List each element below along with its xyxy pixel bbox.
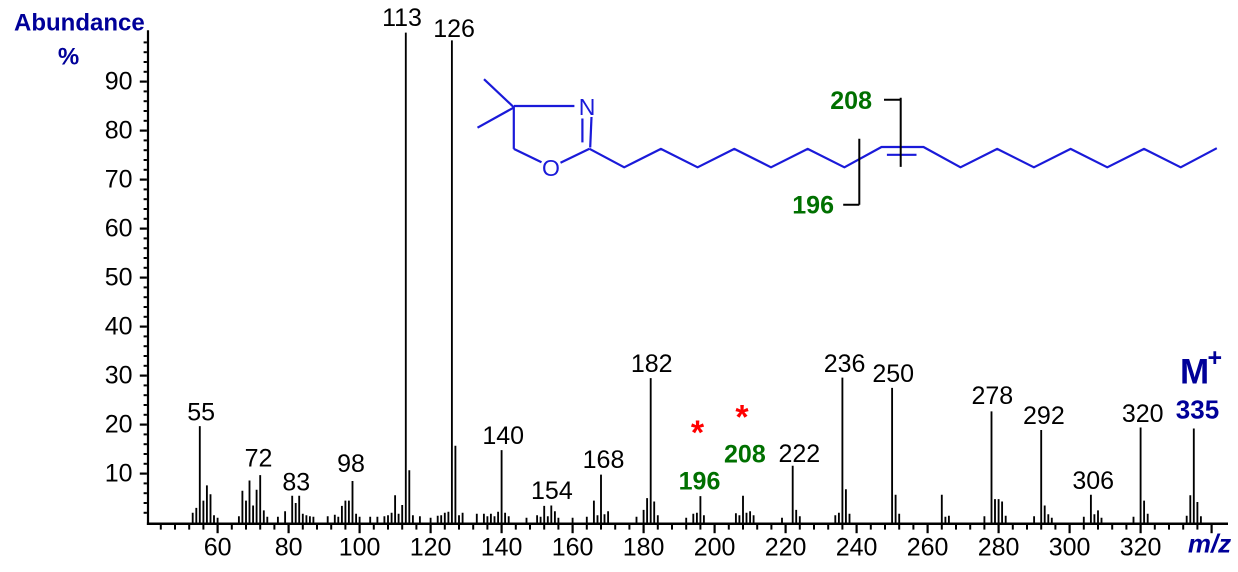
svg-text:222: 222 bbox=[778, 440, 820, 468]
svg-text:*: * bbox=[735, 399, 749, 437]
svg-text:m/z: m/z bbox=[1188, 529, 1231, 559]
svg-text:98: 98 bbox=[337, 450, 365, 478]
svg-text:83: 83 bbox=[282, 469, 310, 497]
svg-text:180: 180 bbox=[623, 534, 665, 562]
svg-text:M: M bbox=[1180, 353, 1209, 392]
svg-text:90: 90 bbox=[105, 68, 133, 96]
svg-text:320: 320 bbox=[1120, 534, 1162, 562]
svg-text:250: 250 bbox=[872, 360, 914, 388]
svg-text:200: 200 bbox=[694, 534, 736, 562]
svg-text:278: 278 bbox=[971, 382, 1013, 410]
svg-text:140: 140 bbox=[482, 422, 524, 450]
svg-text:20: 20 bbox=[105, 411, 133, 439]
svg-text:320: 320 bbox=[1122, 400, 1164, 428]
svg-text:160: 160 bbox=[552, 534, 594, 562]
svg-text:220: 220 bbox=[765, 534, 807, 562]
svg-text:196: 196 bbox=[792, 192, 834, 220]
svg-text:%: % bbox=[58, 44, 79, 71]
svg-text:196: 196 bbox=[679, 467, 721, 495]
svg-text:30: 30 bbox=[105, 362, 133, 390]
svg-text:80: 80 bbox=[105, 117, 133, 145]
svg-text:208: 208 bbox=[724, 440, 766, 468]
svg-text:113: 113 bbox=[382, 4, 422, 32]
svg-text:168: 168 bbox=[583, 446, 625, 474]
svg-text:70: 70 bbox=[105, 166, 133, 194]
svg-text:236: 236 bbox=[824, 350, 866, 378]
svg-text:154: 154 bbox=[531, 477, 573, 505]
svg-text:55: 55 bbox=[187, 399, 215, 427]
svg-text:140: 140 bbox=[481, 534, 523, 562]
svg-text:292: 292 bbox=[1023, 402, 1065, 430]
svg-text:300: 300 bbox=[1049, 534, 1091, 562]
svg-text:208: 208 bbox=[830, 87, 872, 115]
svg-text:*: * bbox=[691, 414, 705, 452]
svg-text:60: 60 bbox=[204, 534, 232, 562]
svg-text:50: 50 bbox=[105, 264, 133, 292]
svg-text:80: 80 bbox=[275, 534, 303, 562]
svg-text:N: N bbox=[579, 94, 596, 120]
svg-text:280: 280 bbox=[978, 534, 1020, 562]
svg-text:+: + bbox=[1208, 344, 1223, 372]
svg-text:126: 126 bbox=[433, 15, 475, 43]
svg-text:40: 40 bbox=[105, 313, 133, 341]
svg-text:60: 60 bbox=[105, 215, 133, 243]
svg-text:306: 306 bbox=[1072, 467, 1114, 495]
svg-text:Abundance: Abundance bbox=[14, 10, 145, 37]
svg-text:182: 182 bbox=[631, 350, 673, 378]
svg-text:335: 335 bbox=[1176, 395, 1219, 425]
svg-text:10: 10 bbox=[105, 460, 133, 488]
svg-text:72: 72 bbox=[245, 445, 273, 473]
svg-text:O: O bbox=[542, 155, 560, 181]
svg-text:260: 260 bbox=[907, 534, 949, 562]
svg-text:120: 120 bbox=[410, 534, 452, 562]
svg-text:100: 100 bbox=[339, 534, 381, 562]
svg-text:240: 240 bbox=[836, 534, 878, 562]
